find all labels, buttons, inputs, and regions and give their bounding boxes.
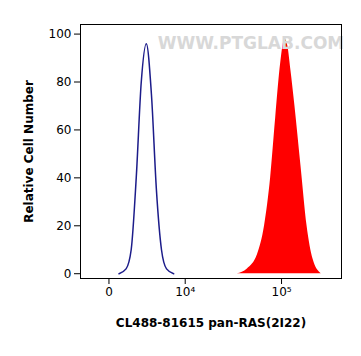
svg-text:0: 0 <box>64 267 72 281</box>
svg-text:Relative Cell Number: Relative Cell Number <box>22 80 36 223</box>
svg-text:0: 0 <box>105 285 113 299</box>
svg-text:10⁵: 10⁵ <box>271 285 291 299</box>
svg-text:40: 40 <box>56 171 71 185</box>
svg-text:80: 80 <box>56 75 71 89</box>
svg-text:100: 100 <box>49 27 72 41</box>
svg-text:CL488-81615 pan-RAS(2I22): CL488-81615 pan-RAS(2I22) <box>116 316 306 330</box>
svg-text:WWW.PTGLAB.COM: WWW.PTGLAB.COM <box>158 33 345 53</box>
svg-text:20: 20 <box>56 219 71 233</box>
svg-text:10⁴: 10⁴ <box>175 285 195 299</box>
svg-text:60: 60 <box>56 123 71 137</box>
